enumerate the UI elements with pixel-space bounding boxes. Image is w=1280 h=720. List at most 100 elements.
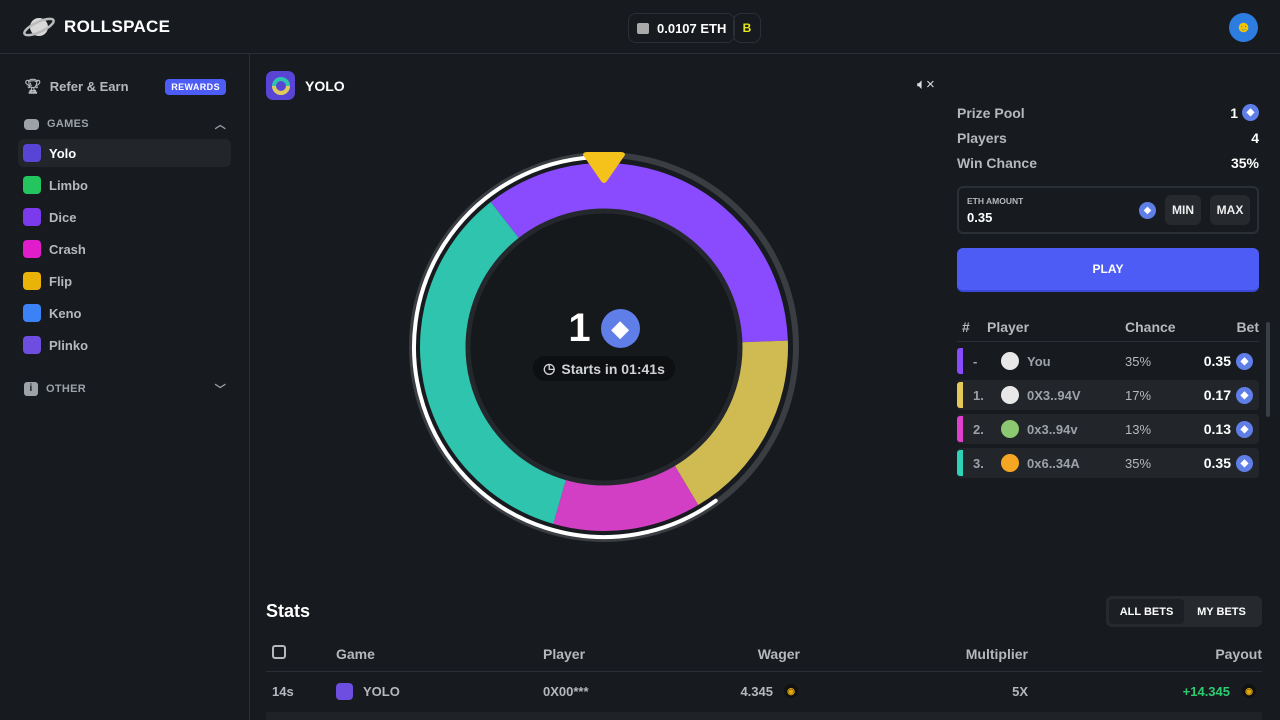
games-section-toggle[interactable]: GAMES ︿ — [24, 116, 226, 132]
sidebar-item-crash[interactable]: Crash — [18, 235, 231, 263]
countdown: ◷ Starts in 01:41s — [533, 356, 675, 381]
bet-cell: 0.35 — [1203, 455, 1231, 471]
dice-icon — [23, 208, 41, 226]
player-color-bar — [957, 450, 963, 476]
wallet-icon — [637, 22, 649, 34]
wheel-segment — [420, 202, 567, 524]
player-name: You — [1027, 353, 1051, 369]
table-row[interactable] — [266, 712, 1262, 720]
chance-cell: 35% — [1125, 353, 1152, 369]
sidebar-item-plinko[interactable]: Plinko — [18, 331, 231, 359]
gamepad-icon — [24, 118, 39, 130]
wheel-segment — [553, 464, 699, 531]
players-row: Players 4 — [957, 125, 1259, 150]
player-name: 0X3..94V — [1027, 387, 1081, 403]
sidebar-item-dice[interactable]: Dice — [18, 203, 231, 231]
brand-name: ROLLSPACE — [64, 17, 171, 36]
players-scrollbar[interactable] — [1266, 322, 1270, 417]
player-avatar — [1001, 420, 1019, 438]
wheel-segment — [674, 340, 788, 506]
player-name: 0x6..34A — [1027, 455, 1080, 471]
eth-icon: ◆ — [1139, 202, 1156, 219]
yolo-icon — [266, 71, 295, 100]
sidebar-item-limbo[interactable]: Limbo — [18, 171, 231, 199]
limbo-icon — [23, 176, 41, 194]
wheel-segment — [490, 163, 788, 343]
b-logo-icon[interactable]: B — [733, 13, 761, 43]
player-row: 1. 0X3..94V 17% 0.17 ◆ — [957, 380, 1259, 410]
avatar[interactable]: ☻ — [1229, 13, 1258, 42]
yolo-icon — [336, 683, 353, 700]
sidebar-item-keno[interactable]: Keno — [18, 299, 231, 327]
wheel-center: 1 ◆ ◷ Starts in 01:41s — [504, 306, 704, 381]
prize-pool-value: 1 — [1230, 104, 1238, 121]
eth-amount-field: ETH AMOUNT ◆ MIN MAX — [957, 186, 1259, 234]
sidebar: 🏆︎ Refer & Earn REWARDS GAMES ︿ Yolo Limb… — [0, 54, 250, 720]
win-chance-label: Win Chance — [957, 154, 1037, 171]
game-title: YOLO — [266, 71, 345, 100]
sidebar-item-label: Limbo — [49, 177, 88, 193]
mute-icon[interactable]: 🔈︎× — [917, 76, 935, 93]
flip-icon — [23, 272, 41, 290]
plinko-icon — [23, 336, 41, 354]
player-row: - You 35% 0.35 ◆ — [957, 346, 1259, 376]
time-cell: 14s — [272, 684, 294, 699]
player-avatar — [1001, 386, 1019, 404]
sidebar-item-label: Keno — [49, 305, 82, 321]
payout-header: Payout — [1215, 646, 1262, 662]
chance-cell: 17% — [1125, 387, 1152, 403]
sidebar-item-flip[interactable]: Flip — [18, 267, 231, 295]
timer-arc — [412, 155, 718, 539]
clock-icon: ◷ — [543, 360, 556, 376]
wallet-balance[interactable]: 0.0107 ETH — [628, 13, 736, 43]
eth-icon: ◆ — [1236, 454, 1253, 472]
refer-earn-link[interactable]: 🏆︎ Refer & Earn REWARDS — [24, 78, 226, 95]
stats-table-header: Game Player Wager Multiplier Payout — [266, 636, 1262, 672]
eth-icon: ◆ — [1242, 104, 1259, 121]
sidebar-item-yolo[interactable]: Yolo — [18, 139, 231, 167]
chance-header: Chance — [1125, 318, 1176, 335]
game-header: Game — [336, 646, 375, 662]
yolo-wheel — [409, 152, 799, 542]
table-row[interactable]: 14s YOLO 0X00*** 4.345 ◉ 5X +14.345 ◉ — [266, 674, 1262, 710]
player-color-bar — [957, 416, 963, 442]
tab-my-bets[interactable]: MY BETS — [1197, 605, 1246, 618]
min-button[interactable]: MIN — [1165, 195, 1201, 225]
clock-icon — [272, 645, 286, 659]
sidebar-item-label: Plinko — [49, 337, 89, 353]
multiplier-cell: 5X — [1012, 684, 1028, 699]
player-row: 2. 0x3..94v 13% 0.13 ◆ — [957, 414, 1259, 444]
bet-cell: 0.17 — [1203, 387, 1231, 403]
play-button[interactable]: PLAY — [957, 248, 1259, 292]
player-avatar — [1001, 454, 1019, 472]
player-header: Player — [543, 646, 586, 662]
eth-amount-input[interactable] — [967, 210, 1117, 225]
bet-panel: Prize Pool 1 ◆ Players 4 Win Chance 35% ETH … — [957, 100, 1259, 478]
crash-icon — [23, 240, 41, 258]
bet-cell: 0.35 — [1203, 353, 1231, 369]
pointer-icon — [583, 152, 625, 183]
sidebar-item-label: Crash — [49, 241, 86, 257]
players-value: 4 — [1251, 129, 1259, 146]
wager-cell: 4.345 — [740, 684, 773, 699]
other-section-toggle[interactable]: i OTHER ﹀ — [24, 381, 226, 397]
player-name: 0x3..94v — [1027, 421, 1078, 437]
prize-pool-row: Prize Pool 1 ◆ — [957, 100, 1259, 125]
sidebar-item-label: Dice — [49, 209, 77, 225]
rank-header: # — [962, 318, 970, 335]
tab-all-bets[interactable]: ALL BETS — [1109, 599, 1184, 624]
rank-cell: 3. — [973, 455, 984, 471]
max-button[interactable]: MAX — [1210, 195, 1250, 225]
eth-icon: ◆ — [1236, 386, 1253, 404]
bets-filter: ALL BETS MY BETS — [1106, 596, 1262, 627]
other-label: OTHER — [46, 383, 86, 395]
refer-label: Refer & Earn — [49, 79, 129, 94]
logo[interactable]: ROLLSPACE — [22, 14, 170, 40]
coin-icon: ◉ — [1242, 684, 1256, 698]
planet-icon — [23, 17, 55, 37]
prize-pool-label: Prize Pool — [957, 104, 1025, 121]
chance-cell: 13% — [1125, 421, 1152, 437]
games-label: GAMES — [47, 118, 89, 130]
bet-header: Bet — [1236, 318, 1259, 335]
player-row: 3. 0x6..34A 35% 0.35 ◆ — [957, 448, 1259, 478]
